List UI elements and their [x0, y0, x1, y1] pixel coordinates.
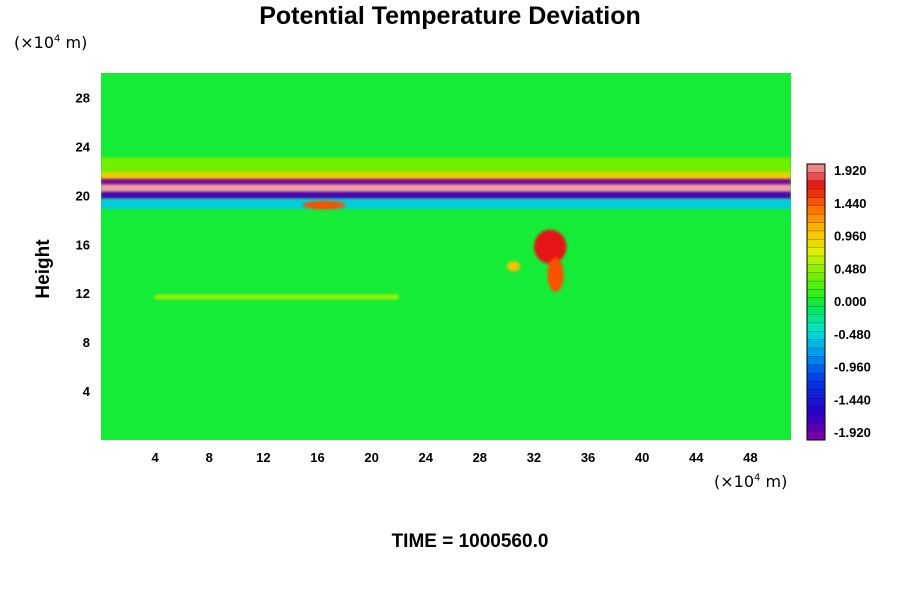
colorbar-swatch: [807, 230, 825, 240]
x-tick-label: 48: [743, 450, 757, 465]
field-feature-6: [101, 199, 791, 209]
y-axis-unit: (×104 m): [14, 33, 88, 52]
colorbar-swatch: [807, 414, 825, 424]
colorbar-swatch: [807, 423, 825, 432]
colorbar-tick-label: -1.440: [834, 392, 871, 407]
colorbar-swatch: [807, 364, 825, 374]
colorbar-swatch: [807, 289, 825, 299]
x-tick-label: 8: [206, 450, 213, 465]
colorbar-swatch: [807, 189, 825, 198]
x-tick-label: 20: [364, 450, 378, 465]
x-tick-label: 40: [635, 450, 649, 465]
field-feature-4: [101, 170, 791, 179]
field-feature-1: [101, 182, 791, 194]
x-tick-label: 4: [152, 450, 160, 465]
field-feature-10: [506, 261, 521, 272]
colorbar-swatch: [807, 264, 825, 274]
colorbar-swatch: [807, 398, 825, 407]
colorbar-tick-label: 1.920: [834, 163, 867, 178]
colorbar-swatch: [807, 239, 825, 248]
x-tick-label: 16: [310, 450, 324, 465]
colorbar-tick-label: -0.960: [834, 360, 871, 375]
colorbar-tick-label: 1.440: [834, 196, 867, 211]
colorbar-swatch: [807, 381, 825, 391]
colorbar-swatch: [807, 348, 825, 357]
x-tick-label: 12: [256, 450, 270, 465]
colorbar-swatch: [807, 256, 825, 265]
colorbar-tick-label: -1.920: [834, 425, 871, 440]
x-axis-unit: (×104 m): [714, 472, 788, 491]
colorbar-swatch: [807, 314, 825, 324]
field-feature-2: [101, 176, 791, 185]
colorbar-swatch: [807, 389, 825, 399]
chart-title: Potential Temperature Deviation: [259, 2, 641, 30]
colorbar-swatch: [807, 322, 825, 332]
colorbar-swatch: [807, 339, 825, 349]
colorbar-swatch: [807, 281, 825, 290]
colorbar: 1.920 1.440 0.960 0.480 0.000 -0.480 -0.960 -1.…: [806, 163, 871, 441]
colorbar-swatch: [807, 172, 825, 182]
y-tick-label: 8: [83, 335, 90, 350]
colorbar-swatch: [807, 331, 825, 340]
y-tick-label: 28: [76, 90, 90, 105]
colorbar-swatch: [807, 164, 825, 173]
x-tick-label: 28: [473, 450, 487, 465]
colorbar-swatch: [807, 197, 825, 207]
y-tick-label: 20: [76, 188, 90, 203]
colorbar-swatch: [807, 214, 825, 223]
x-tick-label: 36: [581, 450, 595, 465]
colorbar-swatch: [807, 306, 825, 315]
colorbar-tick-label: 0.000: [834, 294, 867, 309]
colorbar-swatch: [807, 406, 825, 416]
colorbar-swatch: [807, 180, 825, 190]
x-tick-label: 24: [418, 450, 433, 465]
colorbar-tick-label: 0.960: [834, 229, 867, 244]
y-tick-label: 4: [83, 384, 91, 399]
colorbar-swatch: [807, 222, 825, 232]
field-feature-5: [101, 157, 791, 173]
colorbar-swatch: [807, 272, 825, 282]
colorbar-swatch: [807, 297, 825, 307]
time-label: TIME = 1000560.0: [391, 531, 549, 552]
colorbar-swatch: [807, 247, 825, 257]
y-tick-label: 12: [76, 286, 90, 301]
colorbar-swatch: [807, 356, 825, 366]
field-feature-9: [547, 257, 564, 292]
colorbar-swatch: [807, 205, 825, 215]
field-feature-11: [302, 200, 346, 210]
x-tick-label: 44: [689, 450, 704, 465]
colorbar-swatch: [807, 373, 825, 382]
colorbar-tick-label: 0.480: [834, 261, 867, 276]
colorbar-swatch: [807, 431, 825, 441]
y-tick-label: 16: [76, 237, 90, 252]
plot-area: [101, 73, 791, 440]
field-feature-3: [101, 191, 791, 200]
colorbar-tick-label: -0.480: [834, 327, 871, 342]
y-tick-label: 24: [76, 139, 91, 154]
field-feature-7: [155, 294, 399, 300]
field-feature-8: [533, 229, 567, 264]
x-tick-label: 32: [527, 450, 541, 465]
